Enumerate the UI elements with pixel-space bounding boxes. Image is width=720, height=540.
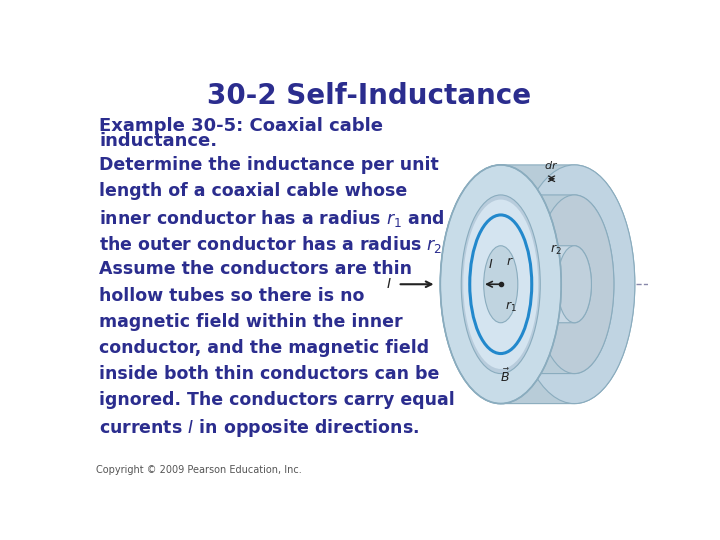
Text: Assume the conductors are thin: Assume the conductors are thin — [99, 260, 413, 279]
Text: hollow tubes so there is no: hollow tubes so there is no — [99, 287, 364, 305]
Polygon shape — [441, 165, 635, 403]
Text: $r_2$: $r_2$ — [549, 242, 562, 256]
Text: inductance.: inductance. — [99, 132, 217, 150]
Ellipse shape — [514, 165, 635, 403]
Text: $r$: $r$ — [506, 255, 514, 268]
Text: the outer conductor has a radius $r_2$.: the outer conductor has a radius $r_2$. — [99, 234, 449, 255]
Text: currents $I$ in opposite directions.: currents $I$ in opposite directions. — [99, 417, 419, 440]
Text: Copyright © 2009 Pearson Education, Inc.: Copyright © 2009 Pearson Education, Inc. — [96, 465, 302, 475]
Text: $r_1$: $r_1$ — [505, 300, 517, 314]
Ellipse shape — [463, 200, 539, 369]
Polygon shape — [484, 246, 591, 323]
Text: $I$: $I$ — [386, 277, 392, 291]
Text: ignored. The conductors carry equal: ignored. The conductors carry equal — [99, 392, 455, 409]
Text: $dr$: $dr$ — [544, 159, 559, 171]
Text: inside both thin conductors can be: inside both thin conductors can be — [99, 365, 440, 383]
Text: magnetic field within the inner: magnetic field within the inner — [99, 313, 403, 330]
Ellipse shape — [484, 246, 518, 323]
Text: 30-2 Self-Inductance: 30-2 Self-Inductance — [207, 82, 531, 110]
Ellipse shape — [462, 195, 540, 374]
Text: Determine the inductance per unit: Determine the inductance per unit — [99, 156, 439, 174]
Ellipse shape — [441, 165, 561, 403]
Text: $\vec{B}$: $\vec{B}$ — [500, 367, 510, 384]
Polygon shape — [462, 195, 614, 374]
Ellipse shape — [535, 195, 614, 374]
Text: inner conductor has a radius $r_1$ and: inner conductor has a radius $r_1$ and — [99, 208, 445, 229]
Text: Example 30-5: Coaxial cable: Example 30-5: Coaxial cable — [99, 117, 383, 135]
Text: conductor, and the magnetic field: conductor, and the magnetic field — [99, 339, 429, 357]
Ellipse shape — [557, 246, 591, 323]
Text: $I$: $I$ — [488, 259, 493, 272]
Text: length of a coaxial cable whose: length of a coaxial cable whose — [99, 182, 408, 200]
